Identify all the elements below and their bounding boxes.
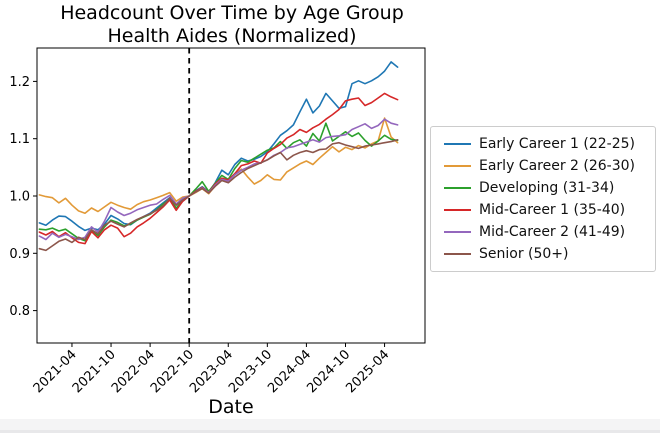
legend-label: Senior (50+)	[479, 246, 569, 262]
legend-item: Mid-Career 2 (41-49)	[439, 221, 647, 243]
legend-item: Mid-Career 1 (35-40)	[439, 199, 647, 221]
legend-item: Developing (31-34)	[439, 177, 647, 199]
legend-swatch-line	[444, 142, 471, 146]
series-line-senior-50	[38, 139, 399, 252]
legend-swatch-line	[444, 252, 471, 256]
window-bottom-strip	[0, 419, 660, 433]
x-axis-label: Date	[208, 396, 254, 418]
legend-label: Early Career 2 (26-30)	[479, 158, 636, 174]
chart-legend: Early Career 1 (22-25) Early Career 2 (26…	[430, 126, 656, 272]
series-line-mid-career-1-35-40	[38, 92, 399, 245]
y-tick-label: 1.2	[9, 75, 30, 90]
series-line-mid-career-2-41-49	[38, 118, 399, 241]
legend-item: Early Career 2 (26-30)	[439, 155, 647, 177]
legend-swatch-line	[444, 208, 471, 212]
y-tick-label: 1.1	[9, 132, 30, 147]
legend-label: Mid-Career 1 (35-40)	[479, 202, 626, 218]
plot-border	[36, 47, 426, 344]
legend-label: Early Career 1 (22-25)	[479, 136, 636, 152]
legend-label: Developing (31-34)	[479, 180, 615, 196]
chart-title-line2: Health Aides (Normalized)	[107, 25, 357, 47]
window-bottom-edge	[0, 430, 660, 433]
chart-title-line1: Headcount Over Time by Age Group	[60, 2, 404, 24]
series-line-early-career-1-22-25	[38, 61, 399, 232]
y-tick-label: 0.8	[9, 304, 30, 319]
series-line-developing-31-34	[38, 122, 399, 242]
legend-swatch-line	[444, 186, 471, 190]
legend-swatch-line	[444, 230, 471, 234]
y-tick-label: 0.9	[9, 247, 30, 262]
legend-swatch-line	[444, 164, 471, 168]
legend-item: Senior (50+)	[439, 243, 647, 265]
legend-label: Mid-Career 2 (41-49)	[479, 224, 626, 240]
chart-title: Headcount Over Time by Age Group Health …	[37, 2, 427, 48]
legend-item: Early Career 1 (22-25)	[439, 133, 647, 155]
y-tick-label: 1.0	[9, 190, 30, 205]
x-tick-label: 2025-04	[343, 347, 392, 396]
